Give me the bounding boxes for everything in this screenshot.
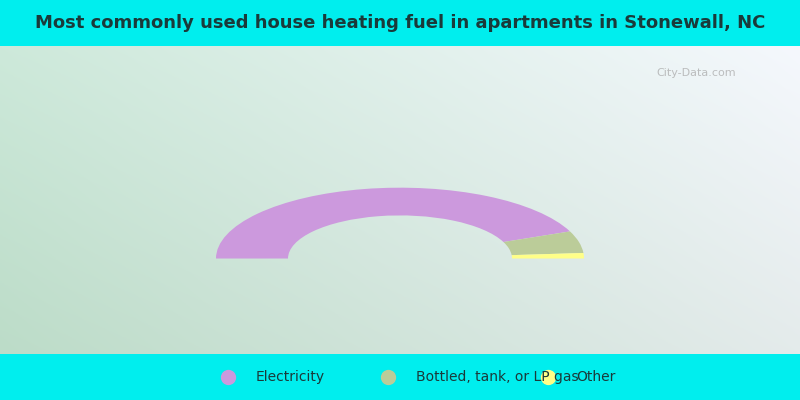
Wedge shape xyxy=(503,232,583,255)
Wedge shape xyxy=(216,188,570,258)
Wedge shape xyxy=(512,253,584,258)
Text: Other: Other xyxy=(576,370,615,384)
Text: Most commonly used house heating fuel in apartments in Stonewall, NC: Most commonly used house heating fuel in… xyxy=(35,14,765,32)
Text: City-Data.com: City-Data.com xyxy=(656,68,736,78)
Text: Bottled, tank, or LP gas: Bottled, tank, or LP gas xyxy=(416,370,578,384)
Text: Electricity: Electricity xyxy=(256,370,325,384)
